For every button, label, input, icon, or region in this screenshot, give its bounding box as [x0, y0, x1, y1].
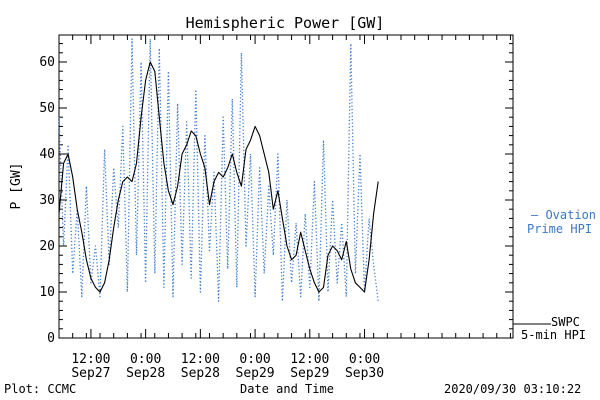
x-tick-time: 0:00 [130, 352, 161, 367]
y-tick-label: 60 [39, 55, 55, 70]
legend-ovation-line1: — Ovation [531, 208, 596, 222]
x-tick-time: 12:00 [71, 352, 110, 367]
y-axis-label: P [GW] [9, 163, 24, 210]
plot-credit: Plot: CCMC [4, 382, 77, 396]
x-tick-time: 12:00 [181, 352, 220, 367]
chart-title: Hemispheric Power [GW] [186, 14, 385, 32]
x-tick-date: Sep30 [345, 366, 384, 381]
legend-ovation-line2: Prime HPI [527, 222, 592, 236]
x-tick-date: Sep28 [126, 366, 165, 381]
legend-swpc: SWPC 5-min HPI [513, 315, 586, 342]
y-tick-label: 20 [39, 239, 55, 254]
x-axis-label: Date and Time [240, 382, 334, 396]
plot-timestamp: 2020/09/30 03:10:22 [444, 382, 582, 396]
y-tick-label: 0 [47, 331, 55, 346]
x-tick-time: 12:00 [290, 352, 329, 367]
legend-swpc-line1: SWPC [551, 315, 580, 329]
x-tick-date: Sep29 [236, 366, 275, 381]
series-layer [58, 38, 379, 302]
y-tick-label: 10 [39, 285, 55, 300]
x-tick-date: Sep29 [290, 366, 329, 381]
y-tick-label: 50 [39, 101, 55, 116]
x-tick-time: 0:00 [349, 352, 380, 367]
x-tick-date: Sep28 [181, 366, 220, 381]
y-tick-label: 30 [39, 193, 55, 208]
swpc-hpi-series-line [58, 61, 379, 293]
x-tick-date: Sep27 [71, 366, 110, 381]
y-axis: 0 10 20 30 40 50 60 [39, 43, 513, 346]
legend-ovation: — Ovation Prime HPI [527, 208, 596, 236]
y-tick-label: 40 [39, 147, 55, 162]
ovation-prime-series-line [58, 38, 379, 302]
x-tick-time: 0:00 [239, 352, 270, 367]
legend-swpc-line2: 5-min HPI [521, 328, 586, 342]
x-axis: 12:00Sep270:00Sep2812:00Sep280:00Sep2912… [58, 35, 511, 381]
plot-frame [58, 34, 514, 339]
